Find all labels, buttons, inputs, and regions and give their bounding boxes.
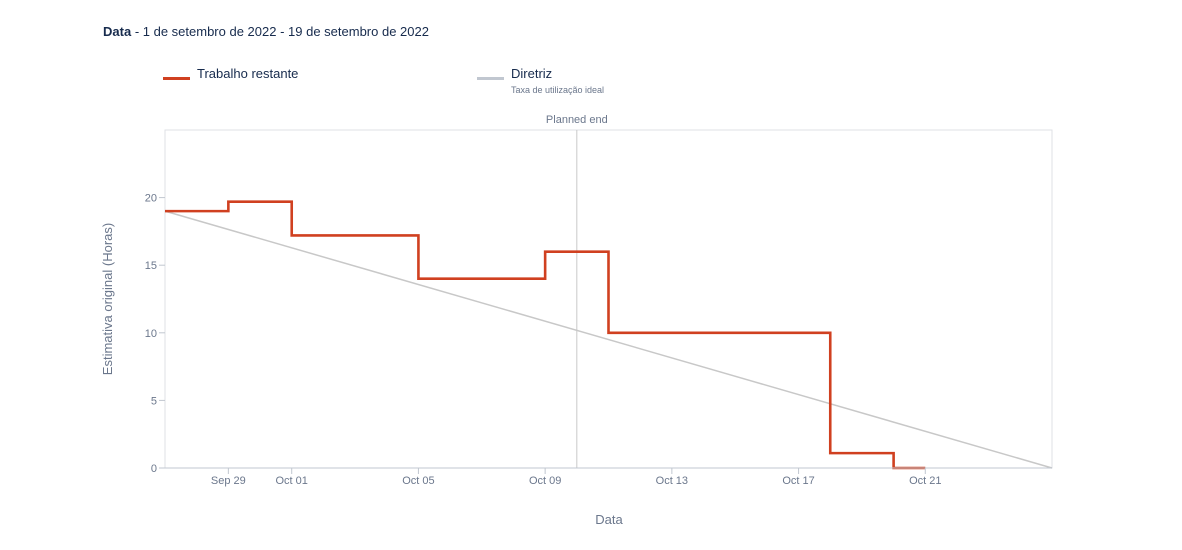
x-tick-label: Oct 17 [782,475,814,487]
date-range-value: 1 de setembro de 2022 - 19 de setembro d… [142,24,429,39]
legend-description-guideline: Taxa de utilização ideal [511,85,605,95]
x-tick-label: Sep 29 [211,475,246,487]
legend-swatch-remaining-work [163,77,190,80]
y-tick-label: 10 [145,328,157,340]
planned-end-label: Planned end [546,114,608,126]
y-tick-label: 15 [145,260,157,272]
legend-swatch-guideline [477,77,504,80]
x-tick-label: Oct 13 [656,475,688,487]
date-separator: - [134,24,143,39]
remaining-work-line [165,200,926,470]
x-tick-label: Oct 05 [402,475,434,487]
y-tick-label: 5 [151,395,157,407]
date-range-header: Data - 1 de setembro de 2022 - 19 de set… [103,24,429,39]
guideline-line [164,210,1053,469]
legend-label-guideline: Diretriz [511,66,553,81]
y-axis-label: Estimativa original (Horas) [100,223,115,375]
x-tick-label: Oct 09 [529,475,561,487]
x-tick-label: Oct 21 [909,475,941,487]
legend-label-remaining-work: Trabalho restante [197,66,299,81]
y-tick-label: 0 [151,463,157,475]
x-axis-label: Data [595,512,623,527]
x-tick-label: Oct 01 [276,475,308,487]
y-tick-label: 20 [145,193,157,205]
date-label: Data [103,24,132,39]
